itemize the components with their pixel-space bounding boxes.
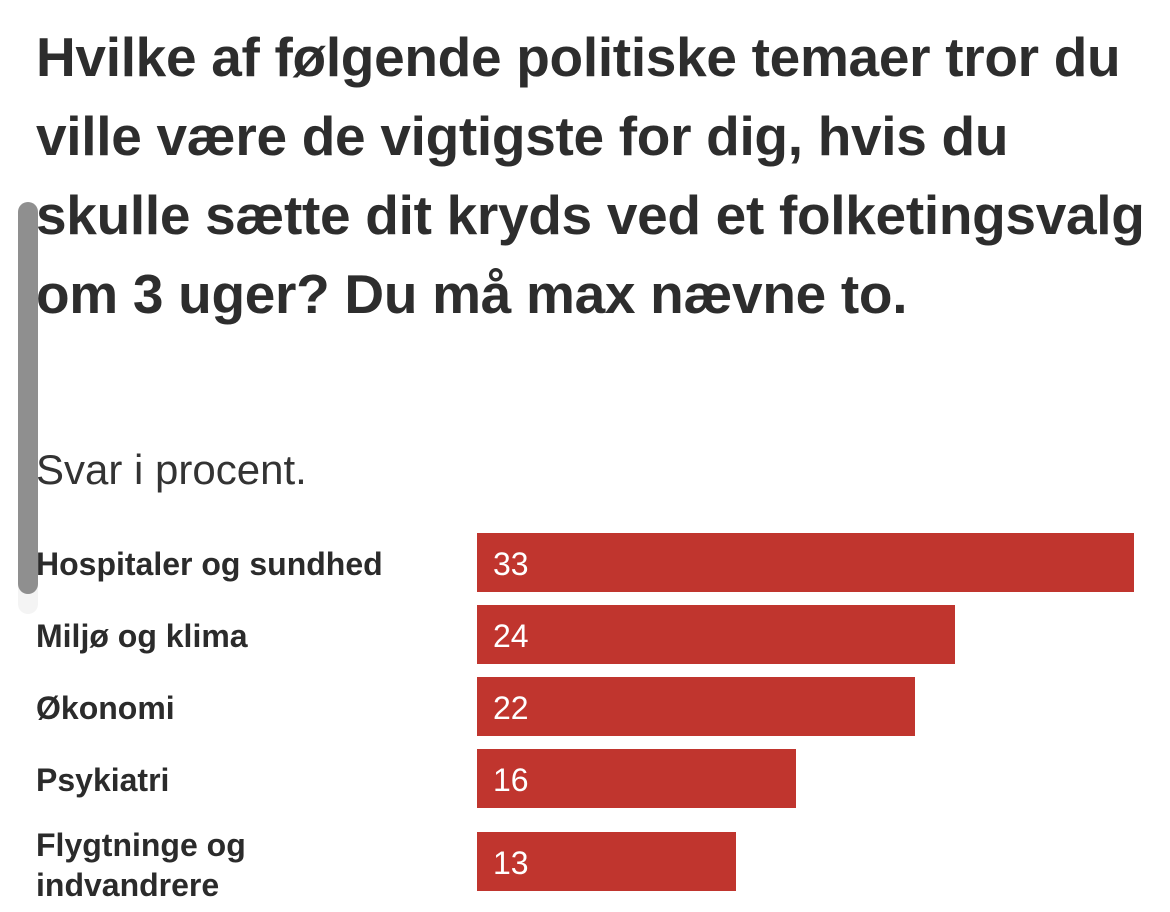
bar-value-label: 22	[493, 690, 529, 726]
chart-subtitle: Svar i procent.	[36, 446, 307, 493]
category-label: Miljø og klima	[36, 618, 248, 654]
bar: 22	[477, 677, 915, 736]
bar: 13	[477, 832, 736, 891]
bar: 16	[477, 749, 796, 808]
bar-value-label: 13	[493, 845, 529, 881]
category-label: Økonomi	[36, 690, 175, 726]
bar: 33	[477, 533, 1134, 592]
bar-value-label: 16	[493, 762, 529, 798]
category-label: Flygtninge og indvandrere	[36, 827, 246, 903]
category-label: Psykiatri	[36, 762, 170, 798]
bar-value-label: 24	[493, 618, 529, 654]
vertical-scrollbar[interactable]	[18, 202, 38, 614]
bar: 24	[477, 605, 955, 664]
bar-value-label: 33	[493, 546, 529, 582]
category-label: Hospitaler og sundhed	[36, 546, 383, 582]
scrollbar-thumb[interactable]	[18, 202, 38, 594]
chart-title: Hvilke af følgende politiske temaer tror…	[36, 26, 1145, 325]
